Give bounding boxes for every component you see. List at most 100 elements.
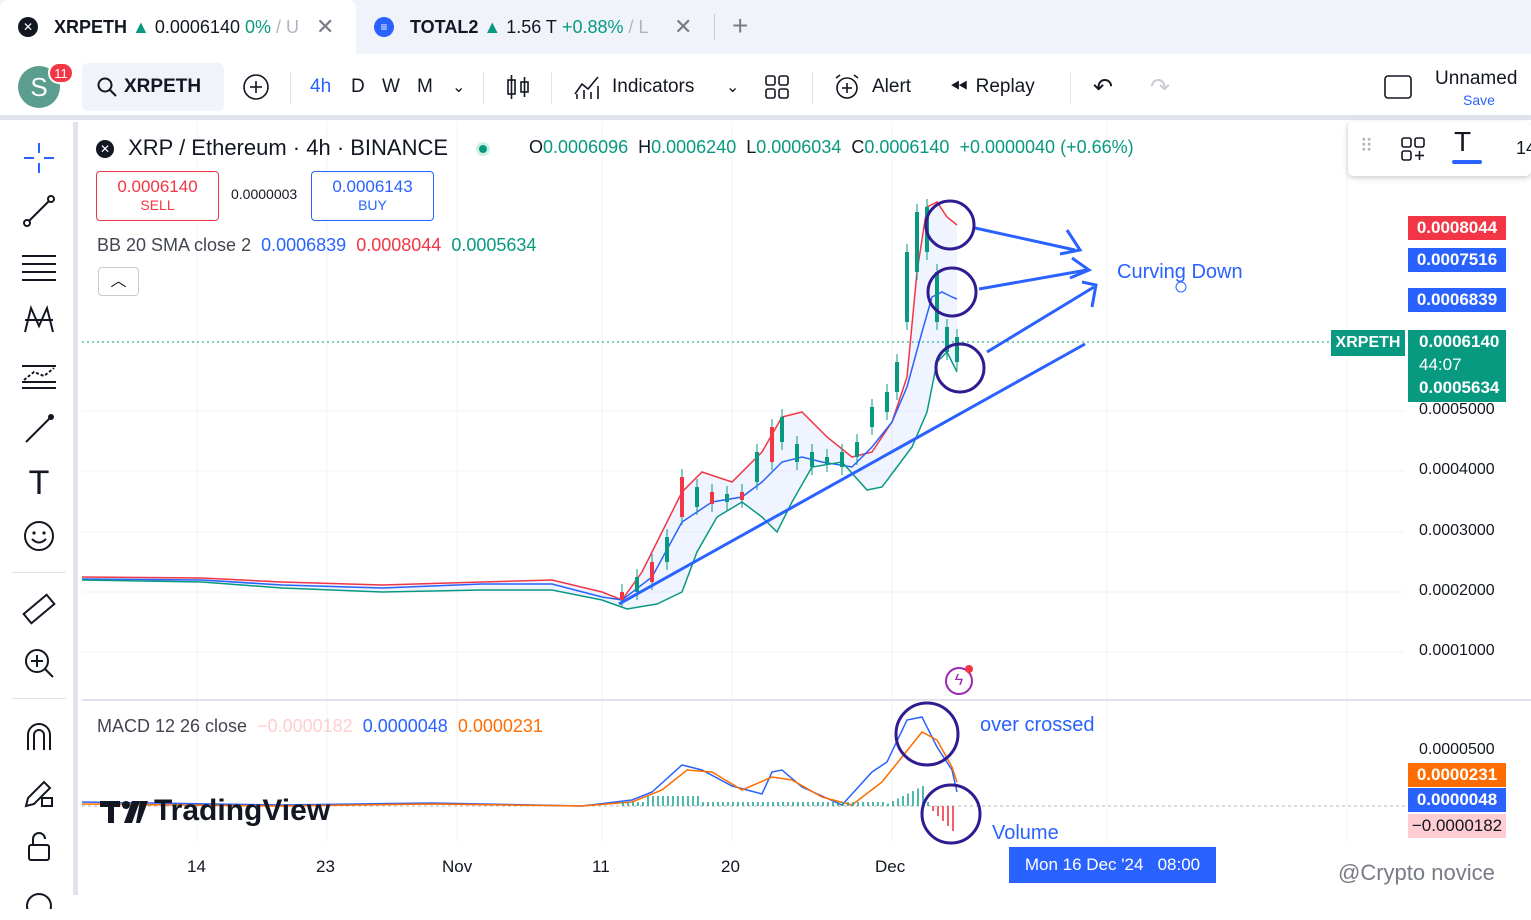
- divider: [551, 72, 552, 104]
- macd-histogram-bar: [797, 802, 799, 806]
- macd-hist-tag: −0.0000182: [1408, 814, 1506, 838]
- close-icon[interactable]: ✕: [674, 14, 693, 39]
- chevron-down-icon[interactable]: ⌄: [452, 79, 466, 96]
- macd-legend[interactable]: MACD 12 26 close −0.0000182 0.0000048 0.…: [97, 716, 543, 736]
- chart-title-row: ✕ XRP / Ethereum · 4h · BINANCE: [96, 135, 491, 161]
- chart-area[interactable]: ✕ XRP / Ethereum · 4h · BINANCE O0.00060…: [82, 122, 1531, 895]
- lock-icon[interactable]: [18, 826, 60, 868]
- trend-line: [618, 342, 1086, 606]
- bb-fill: [82, 202, 957, 609]
- interval-m[interactable]: M: [417, 76, 433, 97]
- add-tab-icon[interactable]: +: [732, 10, 749, 41]
- alert-button[interactable]: Alert: [832, 54, 911, 120]
- symbol-search[interactable]: XRPETH: [82, 63, 224, 111]
- close-icon[interactable]: ✕: [316, 14, 335, 39]
- layout-button[interactable]: [1383, 54, 1413, 120]
- zoom-in-icon[interactable]: [18, 642, 60, 684]
- chevron-down-icon[interactable]: ⌄: [726, 79, 740, 96]
- macd-histogram-bar: [832, 802, 834, 806]
- macd-histogram-bar: [847, 802, 849, 806]
- macd-histogram-bar: [857, 802, 859, 806]
- market-status-dot[interactable]: [476, 142, 491, 157]
- magnet-icon[interactable]: [18, 716, 60, 758]
- layout-name[interactable]: Unnamed: [1435, 68, 1518, 89]
- tradingview-logo[interactable]: TradingView: [100, 794, 330, 828]
- annotation-volume[interactable]: Volume: [992, 822, 1059, 844]
- macd-histogram-bar: [692, 796, 694, 806]
- crosshair-icon[interactable]: [18, 137, 60, 179]
- arrow-line: [978, 268, 1088, 291]
- buy-button[interactable]: 0.0006143 BUY: [311, 171, 434, 221]
- annotation-circle: [920, 783, 982, 845]
- annotation-curving-down[interactable]: Curving Down: [1117, 261, 1243, 283]
- divider: [1070, 72, 1071, 104]
- candle: [955, 337, 959, 362]
- divider: [483, 72, 484, 104]
- indicators-button[interactable]: Indicators: [572, 54, 694, 120]
- interval-w[interactable]: W: [382, 76, 400, 97]
- drag-handle-icon[interactable]: ⠿: [1360, 136, 1374, 156]
- tab-xrpeth[interactable]: ✕ XRPETH ▲ 0.0006140 0% / U ✕: [0, 0, 356, 54]
- sell-button[interactable]: 0.0006140 SELL: [96, 171, 219, 221]
- add-template-icon[interactable]: [1400, 136, 1426, 162]
- macd-histogram-bar: [637, 802, 639, 806]
- redo-icon[interactable]: ↷: [1150, 73, 1171, 101]
- notification-dot: [965, 665, 973, 673]
- tab-total2[interactable]: ≡ TOTAL2 ▲ 1.56 T +0.88% / L ✕: [356, 0, 716, 54]
- fib-icon[interactable]: [18, 246, 60, 288]
- cursor-marker: [1175, 281, 1187, 293]
- macd-histogram-bar: [942, 806, 944, 821]
- bb-legend[interactable]: BB 20 SMA close 2 0.0006839 0.0008044 0.…: [97, 235, 537, 255]
- macd-histogram-bar: [952, 806, 954, 831]
- arrow-head: [1059, 229, 1083, 256]
- text-icon[interactable]: T: [28, 463, 50, 502]
- candle: [770, 427, 774, 462]
- smile-icon[interactable]: [18, 515, 60, 557]
- date-label: Nov: [442, 857, 473, 876]
- collapse-legend-button[interactable]: ︿: [98, 267, 139, 296]
- candle: [740, 492, 744, 500]
- eye-icon[interactable]: [18, 878, 60, 920]
- macd-histogram-bar: [622, 802, 624, 806]
- candle: [650, 562, 654, 582]
- macd-histogram-bar: [712, 802, 714, 806]
- templates-button[interactable]: [764, 54, 790, 120]
- macd-histogram-bar: [717, 802, 719, 806]
- pattern-icon[interactable]: [18, 299, 60, 341]
- candle: [725, 494, 729, 502]
- font-size-value[interactable]: 14: [1516, 138, 1531, 158]
- macd-histogram-bar: [767, 802, 769, 806]
- chart-title[interactable]: XRP / Ethereum · 4h · BINANCE: [128, 135, 449, 160]
- replay-button[interactable]: ⏪︎ Replay: [950, 74, 1035, 99]
- macd-histogram-bar: [722, 802, 724, 806]
- macd-histogram-bar: [897, 798, 899, 806]
- date-label: 11: [592, 857, 610, 876]
- trend-line-icon[interactable]: [18, 190, 60, 232]
- macd-histogram-bar: [652, 796, 654, 806]
- macd-histogram-bar: [792, 802, 794, 806]
- candle: [915, 212, 919, 272]
- macd-histogram-bar: [632, 802, 634, 806]
- chart-type-button[interactable]: [505, 54, 531, 120]
- forecast-icon[interactable]: [18, 354, 60, 396]
- macd-histogram-bar: [732, 802, 734, 806]
- macd-histogram-bar: [772, 802, 774, 806]
- symbol-tag: XRPETH: [1331, 330, 1405, 356]
- brush-icon[interactable]: [18, 408, 60, 450]
- save-button[interactable]: Save: [1463, 92, 1495, 108]
- text-color-icon[interactable]: T: [1454, 126, 1472, 157]
- xrp-icon: ✕: [96, 140, 114, 159]
- undo-icon[interactable]: ↶: [1093, 73, 1114, 101]
- candle: [710, 492, 714, 504]
- pencil-lock-icon[interactable]: [18, 772, 60, 814]
- macd-histogram-bar: [817, 802, 819, 806]
- compare-button[interactable]: [241, 54, 271, 120]
- candle: [935, 272, 939, 322]
- date-label: 20: [721, 857, 740, 876]
- interval-d[interactable]: D: [351, 76, 365, 97]
- ruler-icon[interactable]: [18, 588, 60, 630]
- date-label: 14: [187, 857, 206, 876]
- annotation-over-crossed[interactable]: over crossed: [980, 714, 1095, 736]
- interval-4h[interactable]: 4h: [310, 76, 332, 97]
- price-chart[interactable]: [82, 122, 1531, 895]
